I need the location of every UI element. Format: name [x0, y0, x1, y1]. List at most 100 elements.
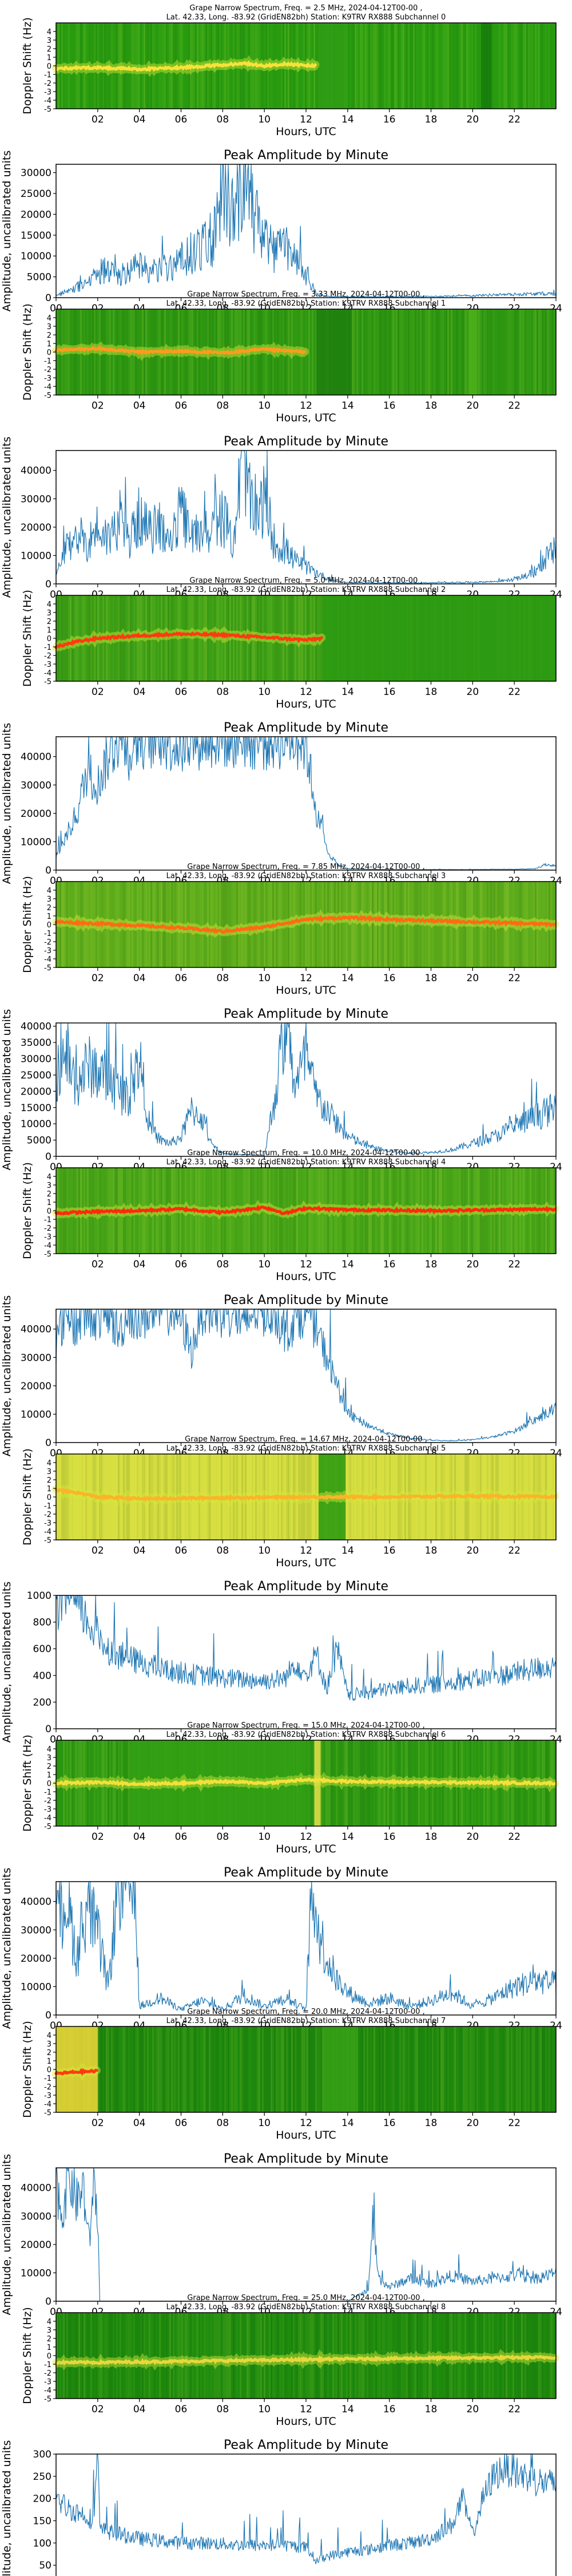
- x-tick-label: 14: [341, 1545, 354, 1556]
- texture-strip: [113, 309, 114, 395]
- texture-strip: [535, 309, 537, 395]
- texture-strip: [547, 2313, 549, 2399]
- texture-strip: [415, 882, 416, 967]
- y-tick-label: -2: [44, 2083, 51, 2092]
- texture-strip: [121, 2026, 123, 2112]
- texture-strip: [466, 309, 468, 395]
- texture-strip: [514, 2313, 516, 2399]
- texture-strip: [502, 23, 504, 109]
- texture-strip: [61, 882, 63, 967]
- texture-strip: [511, 23, 513, 109]
- texture-strip: [260, 2026, 262, 2112]
- texture-strip: [358, 23, 360, 109]
- texture-strip: [322, 882, 324, 967]
- texture-strip: [313, 2026, 315, 2112]
- texture-strip: [121, 309, 123, 395]
- texture-strip: [144, 2313, 145, 2399]
- texture-strip: [545, 23, 547, 109]
- texture-strip: [442, 882, 444, 967]
- texture-strip: [291, 2313, 293, 2399]
- texture-strip: [128, 2313, 130, 2399]
- texture-strip: [255, 2026, 257, 2112]
- texture-strip: [392, 2026, 394, 2112]
- texture-strip: [370, 23, 372, 109]
- x-axis-label: Hours, UTC: [276, 698, 336, 710]
- texture-strip: [482, 309, 483, 395]
- y-tick-label: 200: [33, 1697, 51, 1708]
- signal-trace: [54, 1776, 557, 1787]
- amplitude-panel-0: Peak Amplitude by Minute 0 5000 10000 15000 2…: [1, 148, 562, 327]
- texture-strip: [205, 2026, 207, 2112]
- spectrogram-texture: [56, 2313, 557, 2399]
- texture-strip: [59, 23, 61, 109]
- texture-strip: [200, 2026, 202, 2112]
- texture-strip: [63, 23, 65, 109]
- texture-strip: [59, 1168, 61, 1254]
- texture-strip: [259, 2313, 260, 2399]
- texture-strip: [368, 23, 370, 109]
- x-axis-label: Hours, UTC: [276, 984, 336, 997]
- x-tick-label: 22: [508, 2117, 521, 2129]
- y-tick-label: 20000: [21, 2239, 51, 2251]
- texture-strip: [317, 1168, 319, 1254]
- texture-strip: [154, 595, 156, 681]
- texture-strip: [241, 882, 243, 967]
- texture-strip: [423, 309, 425, 395]
- texture-strip: [475, 23, 476, 109]
- texture-strip: [554, 309, 555, 395]
- texture-strip: [85, 2313, 87, 2399]
- texture-strip: [85, 1454, 87, 1540]
- texture-strip: [403, 309, 404, 395]
- texture-strip: [247, 2026, 248, 2112]
- texture-strip: [358, 882, 360, 967]
- spectrogram-band: [323, 595, 556, 681]
- texture-strip: [538, 2026, 540, 2112]
- texture-strip: [171, 1454, 173, 1540]
- amplitude-title: Peak Amplitude by Minute: [224, 1007, 388, 1021]
- texture-strip: [324, 1168, 325, 1254]
- texture-strip: [329, 882, 331, 967]
- texture-strip: [394, 309, 396, 395]
- texture-strip: [159, 2026, 161, 2112]
- y-tick-label: 30000: [21, 168, 51, 179]
- texture-strip: [480, 882, 482, 967]
- texture-strip: [269, 309, 271, 395]
- texture-strip: [66, 1454, 68, 1540]
- texture-strip: [209, 2313, 210, 2399]
- texture-strip: [495, 309, 497, 395]
- texture-strip: [219, 2313, 221, 2399]
- texture-strip: [329, 1740, 331, 1826]
- texture-strip: [444, 882, 446, 967]
- y-tick-label: 0: [47, 2066, 51, 2075]
- texture-strip: [349, 1740, 351, 1826]
- texture-strip: [437, 309, 439, 395]
- texture-strip: [235, 595, 236, 681]
- y-tick-label: -1: [44, 1788, 51, 1797]
- texture-strip: [104, 2313, 106, 2399]
- texture-strip: [233, 2313, 235, 2399]
- spectrogram-title: Grape Narrow Spectrum, Freq. = 15.0 MHz,…: [187, 1721, 424, 1730]
- y-tick-label: -4: [44, 955, 51, 964]
- x-tick-label: 06: [175, 114, 188, 125]
- x-tick-label: 22: [508, 1545, 521, 1556]
- texture-strip: [451, 2026, 452, 2112]
- texture-strip: [243, 882, 245, 967]
- texture-strip: [308, 1168, 310, 1254]
- texture-strip: [416, 2313, 418, 2399]
- x-tick-label: 20: [467, 1545, 479, 1556]
- texture-strip: [367, 2313, 368, 2399]
- texture-strip: [252, 1168, 253, 1254]
- y-tick-label: 1: [47, 54, 51, 62]
- texture-strip: [298, 2313, 300, 2399]
- texture-strip: [224, 882, 226, 967]
- texture-strip: [547, 2026, 549, 2112]
- texture-strip: [147, 2026, 149, 2112]
- texture-strip: [449, 2313, 451, 2399]
- spectrogram-title: Grape Narrow Spectrum, Freq. = 25.0 MHz,…: [187, 2294, 424, 2302]
- texture-strip: [286, 2313, 288, 2399]
- texture-strip: [73, 309, 75, 395]
- texture-strip: [416, 2026, 418, 2112]
- texture-strip: [221, 882, 223, 967]
- texture-strip: [109, 23, 111, 109]
- texture-strip: [451, 882, 452, 967]
